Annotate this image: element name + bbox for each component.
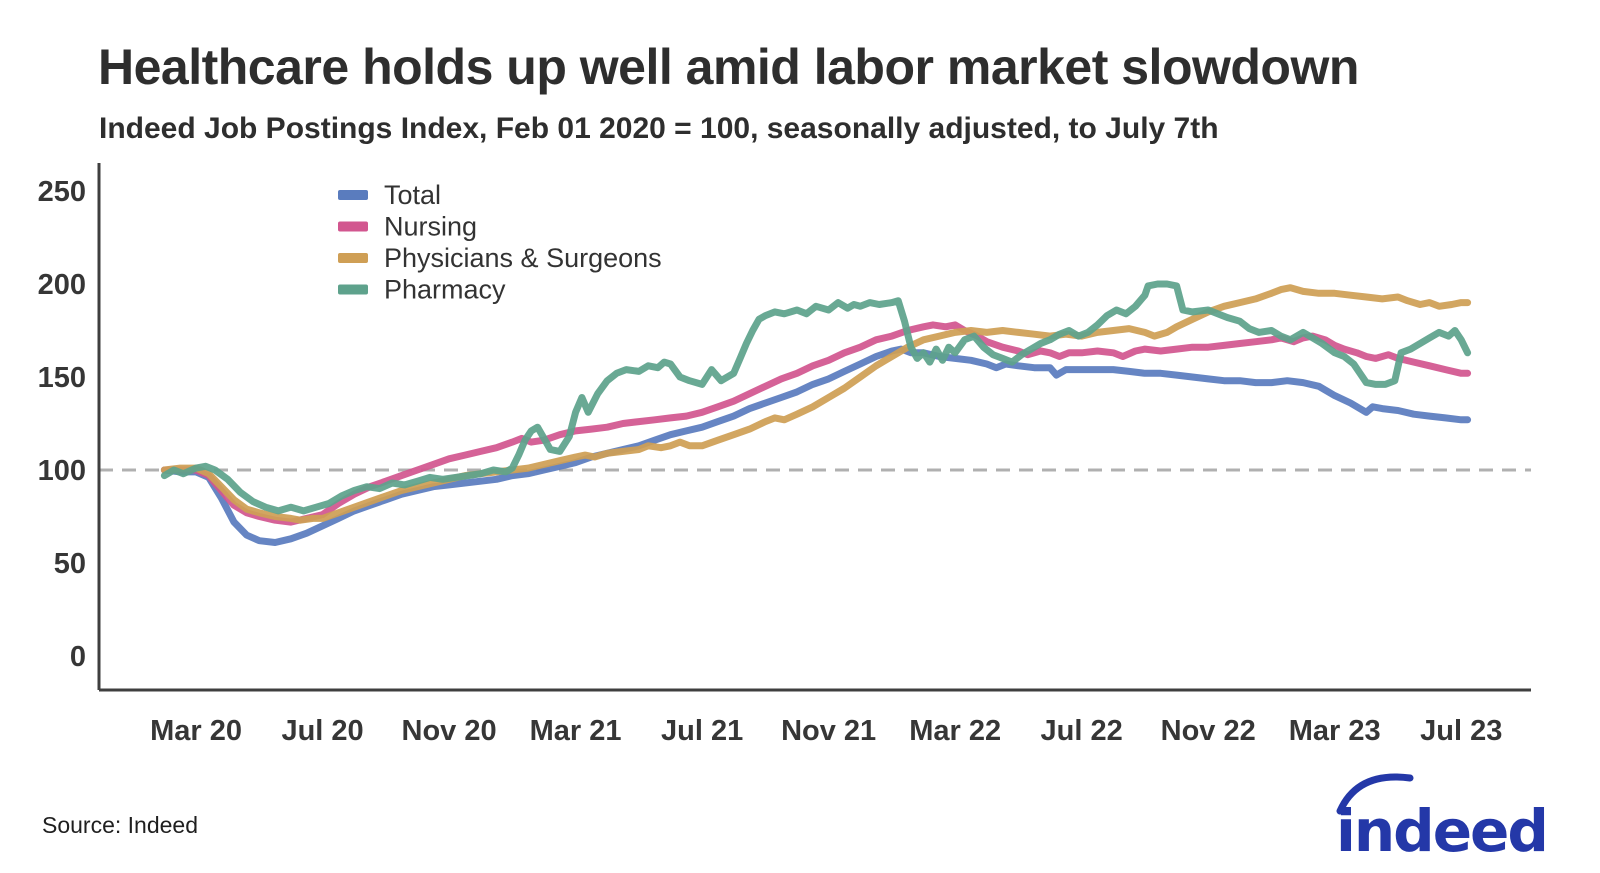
indeed-logo-graphic: indeed [1336, 773, 1549, 865]
x-tick-label: Mar 23 [1289, 715, 1381, 747]
legend-label-total: Total [384, 180, 441, 210]
series-line-pharmacy [160, 280, 1472, 515]
page-title: Healthcare holds up well amid labor mark… [98, 39, 1359, 95]
x-tick-label: Nov 22 [1161, 715, 1256, 747]
series-line-nursing [160, 321, 1472, 526]
legend-swatch-pharmacy [338, 284, 368, 295]
x-tick-label: Mar 20 [150, 715, 242, 747]
series-line-total [160, 345, 1472, 546]
y-tick-label: 250 [38, 176, 86, 208]
x-tick-label: Jul 23 [1420, 715, 1502, 747]
legend-label-physicians-surgeons: Physicians & Surgeons [384, 243, 662, 273]
source-note: Source: Indeed [42, 812, 199, 838]
y-tick-label: 150 [38, 362, 86, 394]
x-tick-label: Mar 22 [909, 715, 1001, 747]
x-tick-label: Jul 21 [661, 715, 743, 747]
chart-subtitle: Indeed Job Postings Index, Feb 01 2020 =… [99, 112, 1219, 145]
indeed-logo: indeed [1328, 763, 1558, 865]
y-tick-label: 200 [38, 269, 86, 301]
y-tick-label: 50 [54, 548, 86, 580]
x-tick-label: Jul 20 [281, 715, 363, 747]
x-tick-label: Nov 21 [781, 715, 876, 747]
y-tick-label: 0 [70, 641, 86, 673]
x-tick-label: Mar 21 [530, 715, 622, 747]
x-tick-label: Jul 22 [1041, 715, 1123, 747]
y-tick-label: 100 [38, 455, 86, 487]
legend-swatch-nursing [338, 221, 368, 232]
legend-swatch-physicians-surgeons [338, 253, 368, 263]
legend-label-pharmacy: Pharmacy [384, 275, 506, 305]
series-line-physicians-surgeons [160, 284, 1472, 524]
indeed-swoosh-icon [1336, 773, 1414, 815]
legend-swatch-total [338, 190, 368, 200]
x-tick-label: Nov 20 [402, 715, 497, 747]
indeed-logo-text: indeed [1336, 797, 1547, 861]
legend-label-nursing: Nursing [384, 212, 477, 242]
